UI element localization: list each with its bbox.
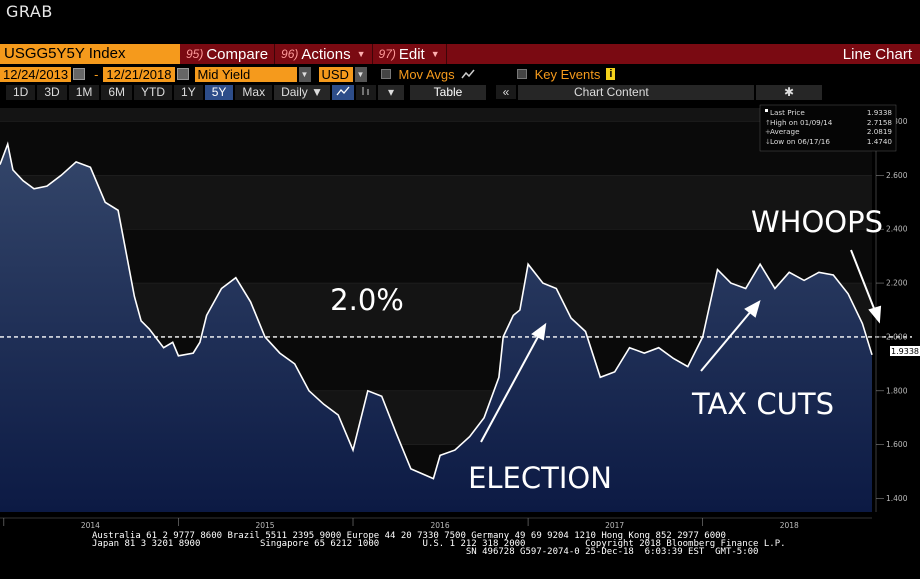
legend-label: Last Price xyxy=(770,108,805,117)
command-bar: USGG5Y5Y Index 95) Compare 96) Actions ▼… xyxy=(0,44,920,64)
legend-label: High on 01/09/14 xyxy=(770,118,833,127)
last-price-value: 1.9338 xyxy=(891,347,919,356)
key-events-label[interactable]: Key Events xyxy=(534,66,601,82)
range-bar: 1D 3D 1M 6M YTD 1Y 5Y Max Daily ▼ ▾ Tabl… xyxy=(0,84,920,100)
y-tick-label: 2.000 xyxy=(886,332,908,341)
election-arrow xyxy=(480,322,547,443)
x-axis: 2014 2015 2016 2017 2018 xyxy=(0,517,872,530)
range-6m-button[interactable]: 6M xyxy=(101,84,133,100)
dropdown-arrow-icon[interactable]: ▼ xyxy=(298,66,311,82)
menu-number: 96) xyxy=(281,47,299,61)
legend-label: Average xyxy=(770,127,800,136)
mov-avgs-label[interactable]: Mov Avgs xyxy=(398,66,455,82)
chart-type-label[interactable]: Line Chart xyxy=(842,45,912,63)
range-3d-button[interactable]: 3D xyxy=(37,84,67,100)
y-tick-label: 2.800 xyxy=(886,117,908,126)
footer-line: SN 496728 G597-2074-0 25-Dec-18 6:03:39 … xyxy=(92,547,759,557)
series-line xyxy=(0,141,873,480)
legend-box: Last Price 1.9338 ↑ High on 01/09/14 2.7… xyxy=(759,104,897,152)
y-tick-label: 1.600 xyxy=(886,440,908,449)
bar-style-icon[interactable] xyxy=(355,84,376,100)
series-area xyxy=(0,144,872,512)
line-style-icon[interactable] xyxy=(331,84,354,100)
menu-number: 97) xyxy=(378,47,396,61)
footer-line: Japan 81 3 3201 8900 Singapore 65 6212 1… xyxy=(92,539,786,549)
legend-value: 2.0819 xyxy=(867,127,893,136)
x-tick-label: 2016 xyxy=(431,521,450,530)
footer-line: Australia 61 2 9777 8600 Brazil 5511 239… xyxy=(92,531,726,541)
x-tick-label: 2015 xyxy=(255,521,274,530)
compare-menu[interactable]: 95) Compare xyxy=(180,44,276,64)
caret-down-icon: ▼ xyxy=(356,49,366,59)
election-annotation: ELECTION xyxy=(468,461,612,495)
legend-label: Low on 06/17/16 xyxy=(770,137,830,146)
collapse-icon[interactable]: « xyxy=(496,85,516,99)
chart-content-button[interactable]: Chart Content xyxy=(518,84,754,100)
level-annotation: 2.0% xyxy=(330,283,404,317)
range-max-button[interactable]: Max xyxy=(235,84,273,100)
line-chart-icon[interactable] xyxy=(461,68,475,80)
actions-menu[interactable]: 96) Actions ▼ xyxy=(275,44,373,64)
y-tick-label: 1.800 xyxy=(886,386,908,395)
legend-value: 2.7158 xyxy=(867,118,893,127)
whoops-arrow xyxy=(850,249,882,324)
menu-number: 95) xyxy=(186,47,204,61)
menu-label: Edit xyxy=(398,45,425,63)
background-band xyxy=(0,175,872,230)
parameter-bar: 12/24/2013 - 12/21/2018 Mid Yield ▼ USD … xyxy=(0,65,920,83)
y-tick-label: 2.600 xyxy=(886,171,908,180)
last-price-tag: 1.9338 xyxy=(890,346,920,356)
legend-swatch xyxy=(765,109,768,112)
legend-value: 1.9338 xyxy=(867,108,893,117)
y-axis: 1.400 1.600 1.800 2.000 2.200 2.400 2.600 2.800 xyxy=(875,108,908,512)
mov-avgs-checkbox[interactable] xyxy=(380,69,391,79)
start-date-field[interactable]: 12/24/2013 xyxy=(0,66,72,82)
whoops-annotation: WHOOPS xyxy=(751,205,883,239)
tax-cuts-arrow xyxy=(700,299,761,372)
high-marker-icon: ↑ xyxy=(765,119,771,127)
calendar-icon[interactable] xyxy=(176,68,189,80)
frequency-select[interactable]: Daily ▼ xyxy=(274,84,330,100)
y-tick-label: 1.400 xyxy=(886,494,908,503)
y-tick-label: 2.200 xyxy=(886,279,908,288)
menu-label: Actions xyxy=(301,45,351,63)
footer-contacts: Australia 61 2 9777 8600 Brazil 5511 239… xyxy=(92,531,786,557)
line-chart: 1.400 1.600 1.800 2.000 2.200 2.400 2.600 2.800… xyxy=(0,104,920,530)
field-select[interactable]: Mid Yield xyxy=(194,66,297,82)
x-tick-label: 2018 xyxy=(780,521,799,530)
background-band xyxy=(0,121,872,176)
date-separator: - xyxy=(94,66,99,82)
gear-icon[interactable]: ✱ xyxy=(756,84,822,100)
legend-value: 1.4740 xyxy=(867,137,893,146)
background-band xyxy=(0,229,872,284)
menu-label: Compare xyxy=(206,45,269,63)
range-1y-button[interactable]: 1Y xyxy=(174,84,203,100)
currency-select[interactable]: USD xyxy=(318,66,353,82)
table-button[interactable]: Table xyxy=(410,84,486,100)
end-date-field[interactable]: 12/21/2018 xyxy=(103,66,175,82)
style-dropdown-icon[interactable]: ▾ xyxy=(377,84,404,100)
dropdown-arrow-icon[interactable]: ▼ xyxy=(354,66,367,82)
caret-down-icon: ▼ xyxy=(430,49,440,59)
edit-menu[interactable]: 97) Edit ▼ xyxy=(373,44,447,64)
x-tick-label: 2014 xyxy=(81,521,100,530)
ticker-input[interactable]: USGG5Y5Y Index xyxy=(0,44,180,64)
x-tick-label: 2017 xyxy=(605,521,624,530)
range-ytd-button[interactable]: YTD xyxy=(134,84,173,100)
range-1d-button[interactable]: 1D xyxy=(6,84,36,100)
info-icon[interactable]: i xyxy=(606,68,616,80)
chart-content-label: Chart Content xyxy=(574,84,649,99)
background-band xyxy=(0,108,872,122)
range-1m-button[interactable]: 1M xyxy=(68,84,100,100)
window-title: GRAB xyxy=(6,2,53,21)
range-5y-button[interactable]: 5Y xyxy=(204,84,234,100)
average-marker-icon: + xyxy=(765,128,771,136)
calendar-icon[interactable] xyxy=(73,68,86,80)
key-events-checkbox[interactable] xyxy=(516,69,527,79)
tax-cuts-annotation: TAX CUTS xyxy=(691,387,834,421)
low-marker-icon: ↓ xyxy=(765,138,771,146)
y-tick-label: 2.400 xyxy=(886,225,908,234)
